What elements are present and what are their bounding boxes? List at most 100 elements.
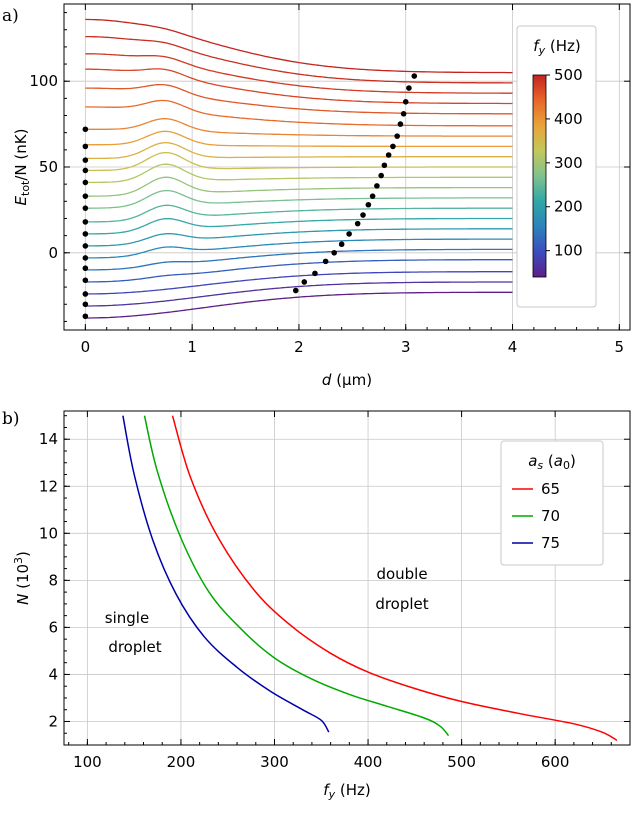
zero-distance-marker [82, 205, 89, 211]
panel-b-xtick-label: 500 [447, 753, 476, 771]
energy-minimum-marker [322, 258, 329, 265]
annotation-double-droplet-line1: double [376, 565, 427, 583]
energy-minimum-marker [360, 212, 366, 218]
energy-curve [85, 130, 513, 148]
zero-distance-marker [82, 126, 89, 133]
panel-a-xtick-label: 3 [401, 338, 411, 356]
boundary-curve-65 [171, 415, 618, 741]
energy-minimum-marker [400, 111, 407, 117]
energy-minimum-marker [346, 231, 352, 237]
colorbar-tick-label: 100 [554, 242, 583, 260]
panel-b-ytick-label: 14 [39, 430, 58, 448]
annotation-double-droplet-line2: droplet [375, 595, 428, 613]
annotation-single-droplet-line2: droplet [108, 638, 161, 656]
panel-b-ytick-label: 8 [48, 571, 58, 589]
energy-curve [85, 99, 513, 127]
panel-b-ylabel: N (103) [12, 551, 32, 605]
panel-b-tag: b) [2, 409, 20, 429]
energy-minimum-marker [338, 241, 345, 248]
panel-a-xlabel: d (µm) [322, 371, 372, 389]
energy-minimum-marker [301, 279, 308, 285]
panel-a-xtick-label: 0 [81, 338, 91, 356]
energy-minimum-marker [378, 172, 384, 179]
panel-a-ylabel: Etot/N (nK) [12, 129, 32, 206]
colorbar: fy (Hz) 100 200 300 400 500 [516, 25, 597, 308]
energy-minimum-marker [381, 162, 388, 169]
colorbar-tick-label: 300 [554, 154, 583, 172]
panel-a-tag: a) [2, 6, 19, 26]
colorbar-tick-label: 400 [554, 110, 583, 128]
energy-curve [85, 83, 513, 115]
panel-a-curves [85, 18, 513, 319]
energy-minimum-marker [385, 152, 392, 158]
energy-minimum-marker [312, 270, 318, 277]
boundary-curve-70 [143, 415, 450, 737]
zero-distance-marker [82, 167, 89, 174]
panel-b-xtick-label: 600 [541, 753, 570, 771]
panel-b-xtick-label: 200 [167, 753, 196, 771]
energy-curve [85, 18, 513, 74]
colorbar-tick-label: 200 [554, 198, 583, 216]
panel-b-ticks: 100 200 300 400 500 600 2 4 6 8 10 12 14 [39, 411, 631, 771]
panel-a-ytick-label: 50 [39, 158, 58, 176]
zero-distance-marker [82, 255, 89, 261]
annotation-single-droplet-line1: single [105, 609, 149, 627]
panel-b-xtick-label: 100 [73, 753, 102, 771]
energy-curve [85, 248, 513, 271]
panel-a-xtick-label: 2 [294, 338, 304, 356]
zero-distance-marker [82, 291, 89, 297]
legend-label-70: 70 [541, 507, 560, 525]
panel-b-ytick-label: 4 [48, 665, 58, 683]
colorbar-ticks: 100 200 300 400 500 [546, 66, 583, 260]
zero-distance-marker [82, 143, 89, 150]
zero-distance-marker [82, 301, 89, 308]
energy-minimum-marker [390, 143, 396, 150]
energy-curve [85, 291, 513, 319]
energy-curve [85, 217, 513, 235]
legend-label-65: 65 [541, 480, 560, 498]
energy-curve [85, 68, 513, 105]
energy-minimum-marker [365, 201, 372, 208]
energy-curve [85, 271, 513, 295]
colorbar-tick-label: 500 [554, 66, 583, 84]
panel-a-xtick-label: 4 [508, 338, 518, 356]
panel-b-xtick-label: 300 [260, 753, 289, 771]
panel-b-ytick-label: 12 [39, 477, 58, 495]
legend: as (a0) 65 70 75 [500, 440, 604, 566]
legend-entries: 65 70 75 [512, 480, 560, 552]
panel-b-ytick-label: 6 [48, 618, 58, 636]
panel-b-frame [63, 410, 631, 746]
energy-minimum-marker [394, 133, 400, 139]
energy-curve [85, 259, 513, 283]
energy-minimum-marker [397, 121, 404, 127]
zero-distance-marker [82, 265, 89, 272]
panel-a-markers [82, 73, 418, 320]
energy-minimum-marker [406, 85, 412, 91]
panel-b: b) 100 200 300 400 500 600 2 4 6 8 10 12 14 single d… [2, 409, 631, 801]
energy-curve [85, 118, 513, 137]
panel-a-ytick-label: 0 [48, 244, 58, 262]
zero-distance-marker [82, 277, 89, 284]
legend-box [500, 440, 604, 566]
energy-curve [85, 176, 513, 197]
energy-curve [85, 189, 513, 209]
energy-curve [85, 228, 513, 247]
zero-distance-marker [82, 179, 89, 186]
energy-minimum-marker [411, 73, 418, 79]
energy-curve [85, 35, 513, 84]
zero-distance-marker [82, 157, 89, 163]
legend-title: as (a0) [528, 452, 576, 472]
energy-minimum-marker [331, 249, 337, 256]
energy-curve [85, 163, 513, 184]
panel-b-xlabel: fy (Hz) [323, 781, 370, 801]
energy-minimum-marker [374, 183, 380, 189]
boundary-curve-75 [122, 415, 330, 733]
panel-a-xtick-label: 1 [187, 338, 197, 356]
energy-minimum-marker [292, 287, 299, 294]
energy-curve [85, 238, 513, 259]
panel-b-ytick-label: 10 [39, 524, 58, 542]
energy-minimum-marker [354, 220, 361, 227]
